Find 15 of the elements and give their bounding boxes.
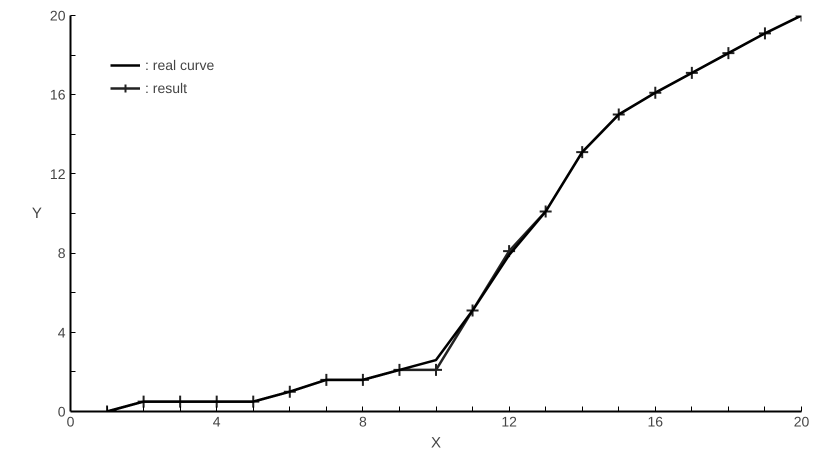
y-tick-label: 0 (58, 404, 66, 420)
y-tick-label: 16 (50, 86, 66, 103)
x-tick-label: 8 (359, 414, 368, 430)
y-tick-label: 12 (50, 166, 66, 182)
x-tick-label: 4 (212, 414, 221, 430)
y-tick-label: 8 (58, 245, 66, 262)
y-axis-title: Y (32, 205, 42, 222)
x-tick-label: 16 (648, 414, 664, 430)
x-axis-title: X (431, 434, 442, 452)
x-tick-label: 20 (794, 414, 810, 430)
legend-label: : result (145, 80, 188, 96)
x-tick-label: 12 (501, 414, 518, 430)
legend-label: : real curve (145, 57, 214, 73)
y-tick-label: 20 (50, 8, 66, 24)
y-tick-label: 4 (58, 324, 66, 340)
